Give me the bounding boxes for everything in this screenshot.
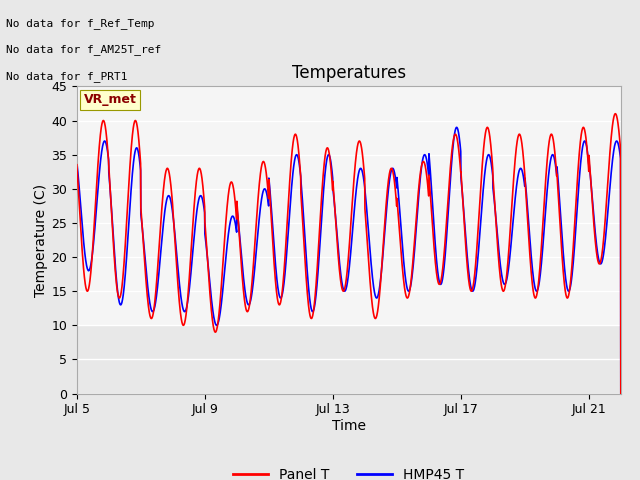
Text: No data for f_AM25T_ref: No data for f_AM25T_ref	[6, 44, 162, 55]
Text: VR_met: VR_met	[84, 93, 136, 107]
X-axis label: Time: Time	[332, 419, 366, 433]
Y-axis label: Temperature (C): Temperature (C)	[35, 183, 49, 297]
Text: No data for f_PRT1: No data for f_PRT1	[6, 71, 128, 82]
Text: No data for f_Ref_Temp: No data for f_Ref_Temp	[6, 18, 155, 29]
Legend: Panel T, HMP45 T: Panel T, HMP45 T	[228, 462, 470, 480]
Bar	[77, 86, 621, 325]
Title: Temperatures: Temperatures	[292, 64, 406, 82]
